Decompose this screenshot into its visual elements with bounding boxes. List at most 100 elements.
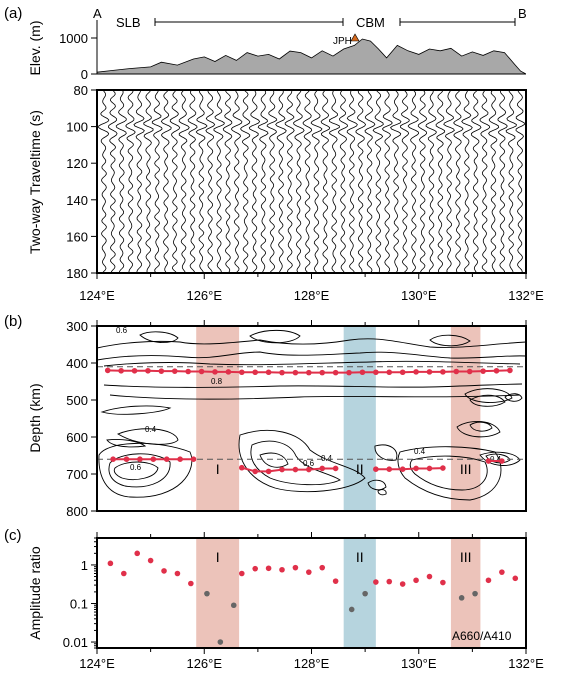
pick-point (238, 369, 245, 376)
zone-band (343, 326, 376, 511)
longitude-tick-label: 132°E (508, 656, 544, 671)
depth-tick-label: 800 (66, 504, 88, 519)
seismic-trace (505, 90, 517, 273)
contour-label: 0.4 (490, 455, 502, 464)
ratio-point (332, 578, 339, 584)
seismic-trace (381, 90, 393, 273)
zone-band (196, 326, 240, 511)
seismic-trace (266, 90, 278, 273)
pick-point (150, 456, 157, 463)
pick-point (499, 458, 505, 464)
pick-point (137, 456, 143, 463)
ratio-point (292, 564, 299, 571)
seismic-trace (417, 90, 428, 273)
depth-axis-label: Depth (km) (27, 383, 43, 452)
seismic-trace (240, 90, 251, 273)
seismic-trace (443, 90, 455, 273)
pick-point (252, 468, 258, 475)
pick-point (426, 465, 433, 472)
zone-label: III (460, 549, 472, 565)
ratio-point (362, 590, 368, 597)
ratio-ticks: 0.01 0.1 1 (63, 537, 97, 650)
zone-label: III (460, 461, 472, 477)
ratio-point (107, 560, 114, 567)
pick-point (332, 369, 339, 376)
pick-point (292, 369, 299, 376)
depth-ticks: 300 400 500 600 700 800 (66, 319, 97, 519)
ratio-point (472, 590, 478, 597)
seismic-trace (390, 90, 402, 273)
longitude-tick-label: 128°E (294, 656, 330, 671)
seismic-trace (337, 90, 349, 273)
ratio-annotation: A660/A410 (452, 629, 512, 643)
seismic-trace (151, 90, 163, 273)
seismic-trace (310, 90, 323, 273)
pick-point (212, 369, 218, 375)
discontinuity-picks (104, 367, 513, 475)
pick-point (118, 367, 124, 374)
contours (97, 329, 526, 501)
profile-end-a: A (93, 6, 102, 21)
seismic-trace (302, 90, 313, 273)
traveltime-tick-label: 120 (66, 156, 88, 171)
seismic-trace (125, 90, 136, 273)
pick-point (131, 367, 138, 374)
zone-label: I (216, 461, 220, 477)
pick-point (480, 368, 486, 374)
profile-end-b: B (518, 6, 527, 21)
ratio-point (373, 579, 379, 585)
pick-point (440, 369, 446, 375)
pick-point (306, 369, 312, 376)
ratio-point (252, 565, 258, 572)
pick-point (413, 465, 419, 472)
longitude-tick-label: 124°E (79, 288, 115, 303)
pick-point (373, 369, 379, 376)
panel-label-c: (c) (4, 527, 22, 544)
seismic-trace (407, 90, 420, 273)
panel-label-b: (b) (4, 313, 22, 330)
seismic-trace (435, 90, 446, 273)
ratio-point (485, 577, 492, 584)
pick-point (386, 369, 393, 376)
depth-tick-label: 300 (66, 319, 88, 334)
seismic-trace (346, 90, 358, 273)
waveform-traces (98, 90, 525, 273)
seismic-trace (292, 90, 305, 273)
depth-tick-label: 500 (66, 393, 88, 408)
seismic-trace (248, 90, 261, 273)
pick-point (171, 368, 178, 374)
zone-label: I (216, 549, 220, 565)
seismic-trace (108, 90, 118, 273)
panel-label-a: (a) (4, 5, 22, 22)
longitude-axis-bottom: 124°E 126°E 128°E 130°E 132°E (79, 648, 544, 671)
contour-label: 0.4 (321, 454, 333, 463)
pick-point (158, 368, 165, 374)
pick-point (426, 369, 433, 375)
seismic-trace (160, 90, 172, 273)
traveltime-tick-label: 160 (66, 229, 88, 244)
seismic-trace (205, 90, 216, 273)
ratio-point (121, 570, 127, 577)
pick-point (279, 466, 285, 473)
traveltime-tick-label: 80 (74, 83, 88, 98)
pick-point (265, 369, 272, 376)
pick-point (265, 468, 272, 475)
contour-label: 0.6 (116, 326, 128, 335)
longitude-tick-label: 124°E (79, 656, 115, 671)
zone-band (450, 326, 481, 511)
longitude-tick-label: 128°E (294, 288, 330, 303)
traveltime-tick-label: 180 (66, 266, 88, 281)
pick-point (198, 368, 205, 375)
amplitude-ratio-points (107, 550, 519, 645)
longitude-tick-label: 132°E (508, 288, 544, 303)
pick-point (399, 369, 406, 376)
ratio-point (279, 566, 285, 573)
zone-band (343, 538, 376, 648)
pick-point (238, 464, 245, 471)
zone-label: II (356, 549, 364, 565)
pick-point (332, 465, 339, 472)
seismic-trace (98, 90, 110, 273)
ratio-point (413, 577, 419, 584)
ratio-point (458, 595, 465, 601)
